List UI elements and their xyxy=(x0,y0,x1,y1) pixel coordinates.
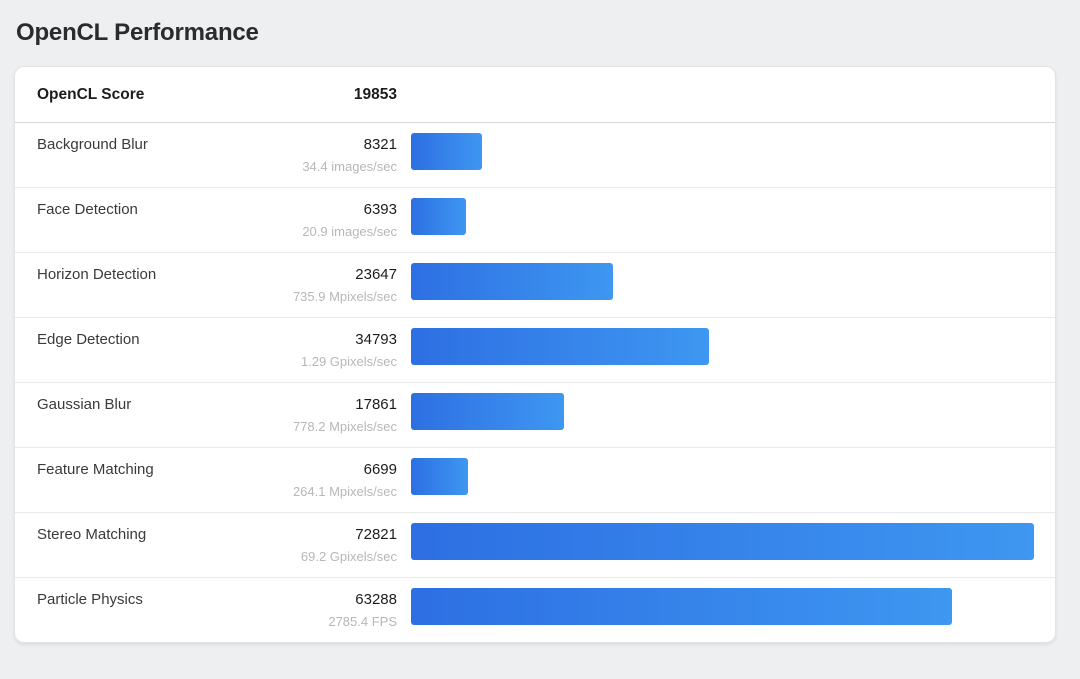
benchmark-bar xyxy=(411,458,469,495)
benchmark-row: Background Blur 8321 34.4 images/sec xyxy=(15,122,1055,187)
benchmark-bar xyxy=(411,393,564,430)
benchmark-score: 23647 xyxy=(355,266,397,283)
score-summary-row: OpenCL Score 19853 xyxy=(15,67,1055,122)
benchmark-name: Stereo Matching xyxy=(37,526,147,543)
benchmark-bar xyxy=(411,263,614,300)
benchmark-row: Gaussian Blur 17861 778.2 Mpixels/sec xyxy=(15,382,1055,447)
benchmark-rate: 1.29 Gpixels/sec xyxy=(300,354,397,369)
benchmark-score: 63288 xyxy=(355,591,397,608)
page-title: OpenCL Performance xyxy=(16,19,259,46)
benchmark-bar xyxy=(411,588,953,625)
benchmark-score: 34793 xyxy=(355,331,397,348)
benchmark-bar xyxy=(411,198,466,235)
benchmark-row: Particle Physics 63288 2785.4 FPS xyxy=(15,577,1055,642)
benchmark-score: 72821 xyxy=(355,526,397,543)
benchmark-score: 6393 xyxy=(363,201,397,218)
score-summary-label: OpenCL Score xyxy=(37,86,145,103)
benchmark-row: Feature Matching 6699 264.1 Mpixels/sec xyxy=(15,447,1055,512)
benchmark-rate: 69.2 Gpixels/sec xyxy=(300,549,397,564)
benchmark-name: Edge Detection xyxy=(37,331,140,348)
benchmark-rate: 20.9 images/sec xyxy=(302,224,397,239)
benchmark-name: Horizon Detection xyxy=(37,266,157,283)
benchmark-name: Face Detection xyxy=(37,201,138,218)
benchmark-row: Edge Detection 34793 1.29 Gpixels/sec xyxy=(15,317,1055,382)
benchmark-row: Face Detection 6393 20.9 images/sec xyxy=(15,187,1055,252)
benchmark-bar xyxy=(411,133,483,170)
benchmark-name: Particle Physics xyxy=(37,591,143,608)
benchmark-score: 8321 xyxy=(363,136,397,153)
benchmark-score: 6699 xyxy=(363,461,397,478)
benchmark-name: Gaussian Blur xyxy=(37,396,132,413)
opencl-performance-page: OpenCL Performance OpenCL Score 19853 Ba… xyxy=(14,19,1056,643)
benchmark-bar xyxy=(411,328,709,365)
benchmark-bar xyxy=(411,523,1034,560)
benchmark-rate: 34.4 images/sec xyxy=(302,159,397,174)
benchmark-row: Horizon Detection 23647 735.9 Mpixels/se… xyxy=(15,252,1055,317)
benchmark-name: Feature Matching xyxy=(37,461,154,478)
benchmark-name: Background Blur xyxy=(37,136,148,153)
benchmark-row: Stereo Matching 72821 69.2 Gpixels/sec xyxy=(15,512,1055,577)
benchmark-rate: 735.9 Mpixels/sec xyxy=(292,289,397,304)
benchmark-rate: 2785.4 FPS xyxy=(328,614,397,629)
benchmark-score: 17861 xyxy=(355,396,397,413)
benchmark-rate: 778.2 Mpixels/sec xyxy=(292,419,397,434)
benchmark-rate: 264.1 Mpixels/sec xyxy=(292,484,397,499)
benchmark-results-card: OpenCL Score 19853 Background Blur 8321 … xyxy=(14,66,1056,643)
score-summary-value: 19853 xyxy=(353,86,397,103)
